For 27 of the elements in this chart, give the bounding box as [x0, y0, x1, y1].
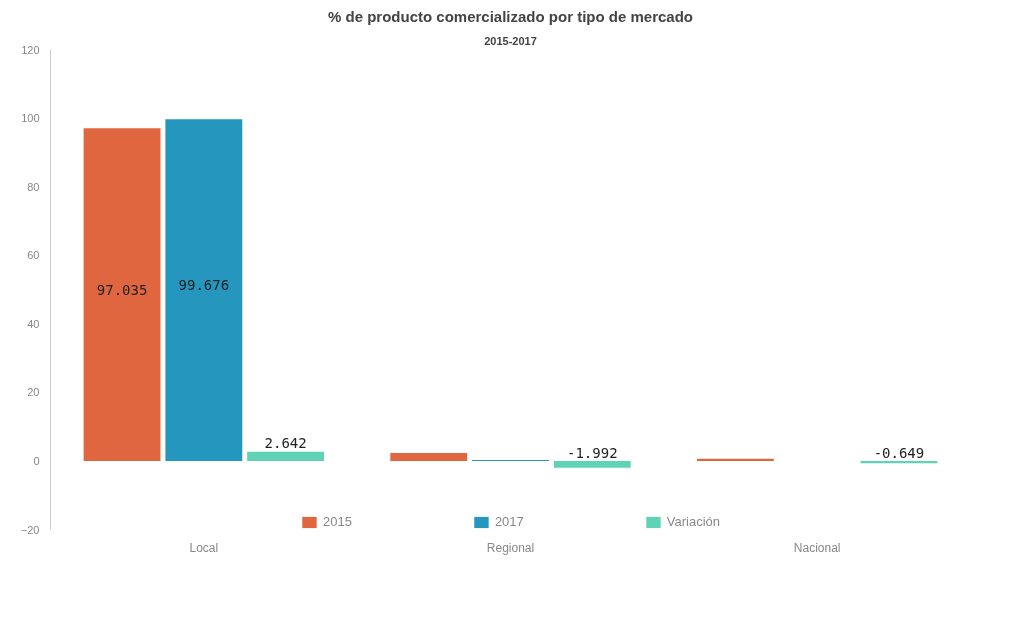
bar [247, 451, 325, 461]
bar [553, 460, 631, 468]
y-tick-label: 80 [27, 180, 40, 193]
legend-label: Variación [666, 514, 721, 529]
data-label: -1.992 [566, 444, 618, 461]
bar [696, 458, 774, 461]
chart-title: % de producto comercializado por tipo de mercado [327, 7, 694, 25]
y-tick-label: 60 [27, 249, 40, 262]
y-tick-label: 120 [21, 43, 40, 56]
data-label: 2.642 [264, 435, 307, 452]
x-tick-label: Local [189, 540, 219, 555]
y-tick-label: 20 [27, 386, 40, 399]
y-tick-label: 0 [33, 454, 40, 467]
chart-subtitle: 2015-2017 [484, 34, 537, 47]
x-tick-label: Nacional [793, 540, 841, 555]
bar [390, 453, 468, 461]
y-tick-label: 100 [21, 112, 40, 125]
data-label: 99.676 [178, 277, 230, 294]
legend-label: 2015 [322, 514, 352, 529]
y-tick-label: −20 [20, 523, 40, 536]
y-tick-label: 40 [27, 317, 40, 330]
legend-label: 2017 [494, 514, 524, 529]
data-label: -0.649 [873, 444, 925, 461]
bar [83, 128, 161, 461]
bar [165, 119, 243, 461]
data-label: 97.035 [96, 281, 148, 298]
x-tick-label: Regional [486, 540, 535, 555]
